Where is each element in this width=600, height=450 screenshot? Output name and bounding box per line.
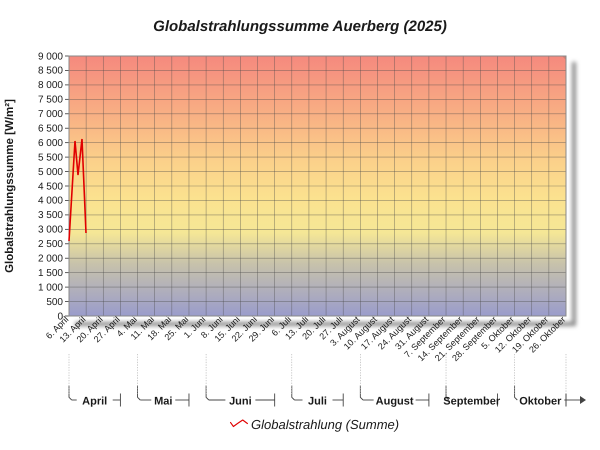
svg-text:April: April <box>82 396 107 408</box>
svg-text:Mai: Mai <box>154 396 172 408</box>
svg-text:3 000: 3 000 <box>38 225 63 236</box>
svg-text:8 500: 8 500 <box>38 66 63 77</box>
svg-text:9 000: 9 000 <box>38 51 63 62</box>
svg-text:Juni: Juni <box>229 396 252 408</box>
svg-text:5 500: 5 500 <box>38 152 63 163</box>
svg-text:2 000: 2 000 <box>38 254 63 265</box>
svg-text:6 000: 6 000 <box>38 138 63 149</box>
svg-text:6 500: 6 500 <box>38 124 63 135</box>
svg-text:4 500: 4 500 <box>38 181 63 192</box>
svg-text:500: 500 <box>46 297 63 308</box>
svg-text:5 000: 5 000 <box>38 167 63 178</box>
svg-text:1 500: 1 500 <box>38 268 63 279</box>
svg-text:4 000: 4 000 <box>38 196 63 207</box>
svg-text:September: September <box>443 396 501 408</box>
svg-text:2 500: 2 500 <box>38 239 63 250</box>
svg-text:7 000: 7 000 <box>38 109 63 120</box>
svg-text:Globalstrahlungssumme Auerberg: Globalstrahlungssumme Auerberg (2025) <box>153 18 447 35</box>
svg-text:8 000: 8 000 <box>38 80 63 91</box>
svg-text:Globalstrahlung (Summe): Globalstrahlung (Summe) <box>251 417 399 432</box>
svg-text:1 000: 1 000 <box>38 282 63 293</box>
svg-text:August: August <box>376 396 414 408</box>
svg-text:Globalstrahlungssumme [W/m²]: Globalstrahlungssumme [W/m²] <box>4 99 16 273</box>
svg-text:Oktober: Oktober <box>519 396 562 408</box>
svg-text:7 500: 7 500 <box>38 95 63 106</box>
svg-text:3 500: 3 500 <box>38 210 63 221</box>
svg-text:Juli: Juli <box>308 396 327 408</box>
